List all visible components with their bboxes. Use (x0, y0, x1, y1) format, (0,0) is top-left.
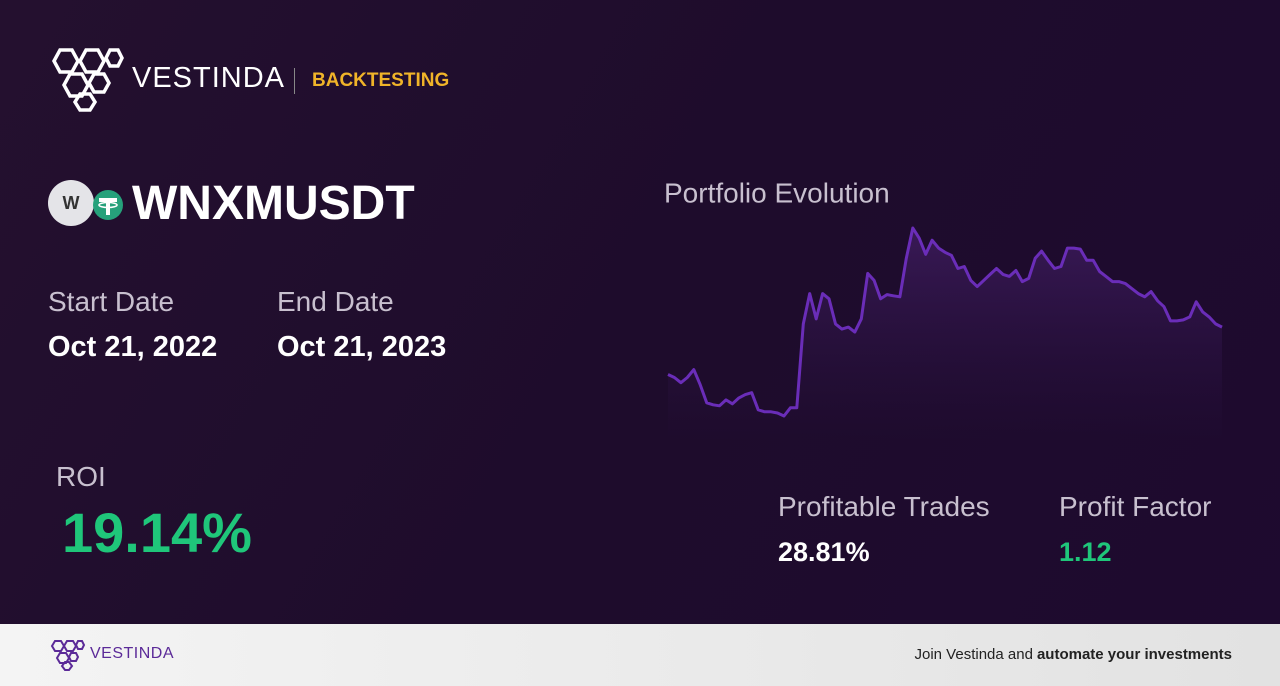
stat-label: Profitable Trades (778, 491, 990, 522)
brand: VESTINDA (132, 62, 286, 94)
logo-icon (52, 48, 124, 112)
portfolio-chart: Portfolio Evolution (664, 177, 1223, 440)
roi-label: ROI (56, 461, 106, 492)
asset-icons: W (48, 180, 123, 226)
chart-title: Portfolio Evolution (664, 177, 890, 208)
stat-label: Profit Factor (1059, 491, 1212, 522)
separator (294, 68, 295, 94)
section-label: BACKTESTING (312, 70, 450, 91)
stat-value: 28.81% (778, 537, 870, 567)
call-to-action: Join Vestinda and automate your investmen… (915, 646, 1233, 663)
cta-text: Join Vestinda and (914, 646, 1033, 663)
end-label: End Date (277, 286, 394, 317)
portfolio-line (667, 226, 1223, 418)
footer-logo-icon (50, 640, 86, 671)
start-label: Start Date (48, 286, 175, 317)
footer-brand: VESTINDA (90, 645, 175, 662)
roi-value: 19.14% (62, 501, 252, 564)
start-date: Oct 21, 2022 (48, 331, 218, 363)
asset-symbol: WNXMUSDT (132, 177, 415, 230)
cta-bold: automate your investments (1036, 646, 1232, 663)
end-date: Oct 21, 2023 (277, 331, 447, 363)
stat-value: 1.12 (1059, 537, 1112, 567)
area-fill (668, 228, 1222, 440)
footer: VESTINDA Join Vestinda and automate your … (0, 624, 1280, 686)
asset-letter: W (63, 193, 80, 213)
